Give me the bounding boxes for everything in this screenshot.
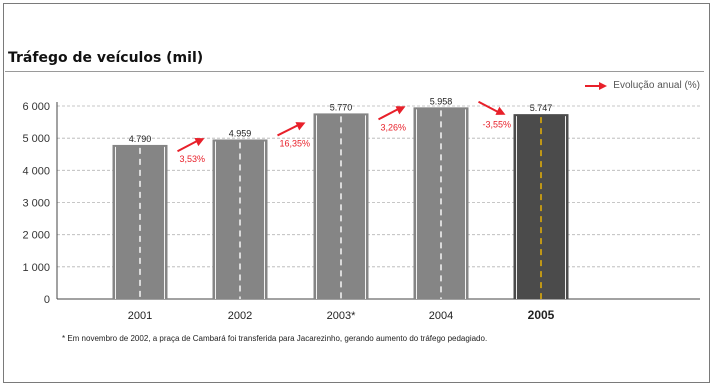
legend: Evolução anual (%): [584, 80, 700, 91]
footnote: * Em novembro de 2002, a praça de Cambar…: [62, 334, 488, 343]
x-tick-label: 2001: [128, 310, 152, 322]
bar-group: [112, 144, 168, 299]
x-tick-label: 2002: [228, 310, 252, 322]
growth-arrow-head: [395, 106, 406, 115]
growth-pct-label: -3,55%: [483, 120, 512, 130]
legend-label: Evolução anual (%): [613, 80, 700, 91]
y-tick-label: 6 000: [22, 101, 50, 113]
growth-arrow-head: [194, 138, 205, 147]
growth-arrow: [378, 106, 406, 121]
growth-arrow-shaft: [378, 107, 400, 121]
growth-pct-label: 3,26%: [381, 122, 407, 132]
y-tick-label: 3 000: [22, 198, 50, 210]
chart-title: Tráfego de veículos (mil): [8, 50, 204, 66]
bar-value-label: 5.770: [330, 102, 353, 112]
growth-arrow-head: [295, 122, 306, 131]
bar-group: [313, 113, 369, 299]
bar-group: [513, 114, 569, 299]
x-tick-label: 2005: [528, 308, 555, 322]
growth-arrow: [177, 138, 205, 153]
red-arrow-icon: [585, 81, 608, 90]
growth-arrow-head: [495, 106, 506, 115]
bar-value-label: 5.958: [430, 96, 453, 106]
bar-value-label: 5.747: [530, 103, 553, 113]
y-tick-label: 5 000: [22, 133, 50, 145]
growth-arrow-shaft: [478, 100, 500, 114]
growth-arrow: [478, 100, 506, 115]
y-tick-label: 1 000: [22, 262, 50, 274]
growth-arrow: [277, 122, 306, 137]
y-tick-label: 0: [44, 294, 50, 306]
growth-arrow-shaft: [177, 139, 199, 153]
bar: [112, 144, 168, 299]
y-tick-label: 2 000: [22, 230, 50, 242]
growth-pct-label: 16,35%: [280, 138, 311, 148]
x-tick-label: 2004: [429, 310, 453, 322]
bar-value-label: 4.790: [129, 134, 152, 144]
growth-arrow-shaft: [277, 123, 300, 137]
x-tick-label: 2003*: [327, 310, 356, 322]
bar-group: [212, 139, 268, 299]
bar-group: [413, 107, 469, 299]
title-divider: [5, 71, 704, 72]
y-tick-label: 4 000: [22, 165, 50, 177]
bar-value-label: 4.959: [229, 128, 252, 138]
growth-pct-label: 3,53%: [180, 154, 206, 164]
